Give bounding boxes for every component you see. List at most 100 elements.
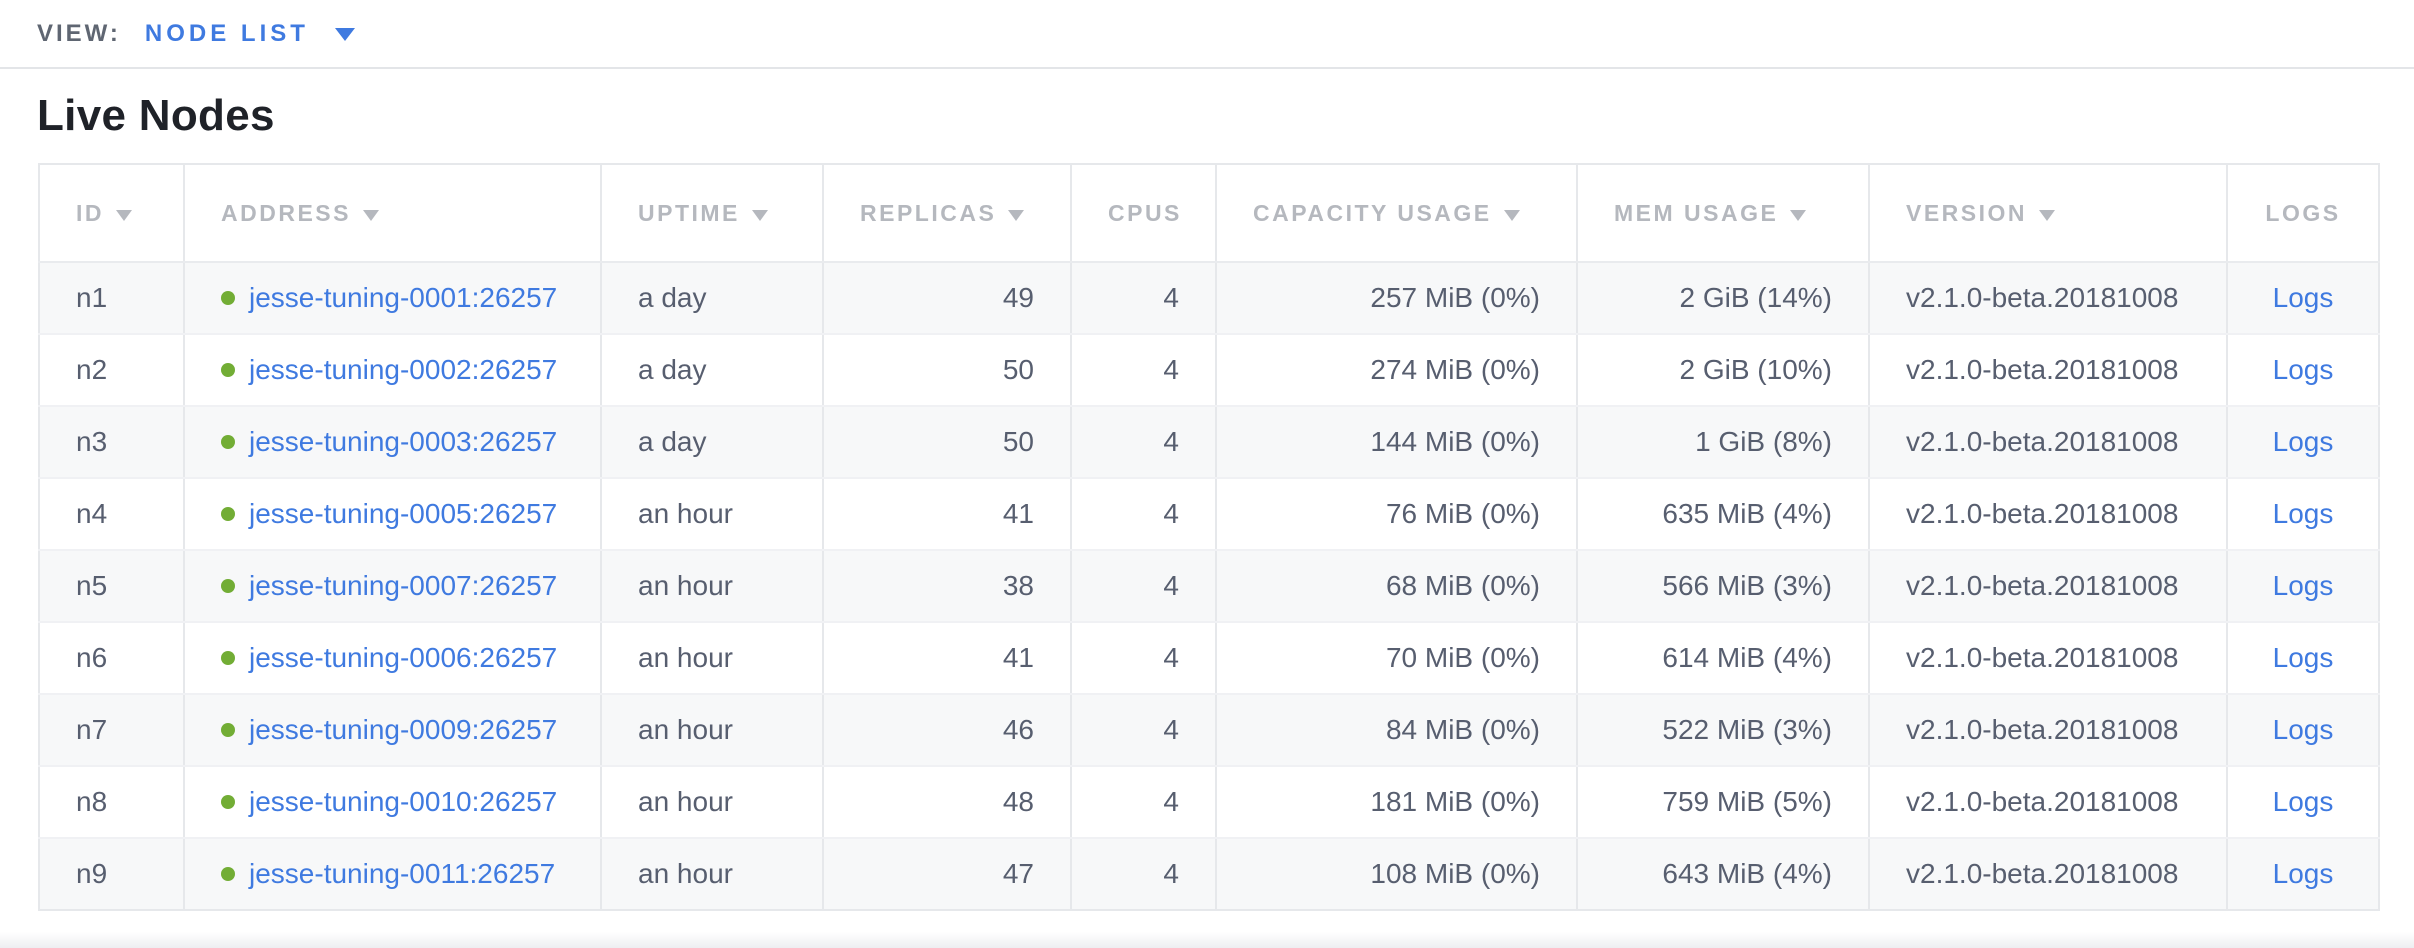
view-selected-value: NODE LIST: [145, 20, 309, 48]
cell-cpus: 4: [1071, 550, 1216, 622]
sort-desc-icon: [1790, 210, 1806, 221]
cell-address: jesse-tuning-0011:26257: [184, 838, 601, 910]
node-address-link[interactable]: jesse-tuning-0010:26257: [249, 786, 557, 817]
cell-mem: 1 GiB (8%): [1577, 406, 1869, 478]
logs-link[interactable]: Logs: [2273, 570, 2334, 601]
cell-uptime: a day: [601, 262, 823, 334]
cell-replicas: 41: [823, 622, 1071, 694]
node-address-link[interactable]: jesse-tuning-0011:26257: [249, 858, 555, 889]
column-header-capacity[interactable]: CAPACITY USAGE: [1216, 164, 1577, 262]
logs-link[interactable]: Logs: [2273, 498, 2334, 529]
cell-id: n4: [39, 478, 184, 550]
cell-logs: Logs: [2227, 694, 2379, 766]
next-section-shadow: [0, 932, 2414, 948]
cell-address: jesse-tuning-0006:26257: [184, 622, 601, 694]
dropdown-caret-icon: [335, 28, 355, 41]
node-address-link[interactable]: jesse-tuning-0005:26257: [249, 498, 557, 529]
column-label: ADDRESS: [221, 200, 351, 226]
view-selector-dropdown[interactable]: NODE LIST: [145, 20, 355, 48]
node-live-status-icon: [221, 291, 235, 305]
sort-desc-icon: [752, 210, 768, 221]
cell-logs: Logs: [2227, 334, 2379, 406]
cell-capacity: 257 MiB (0%): [1216, 262, 1577, 334]
cell-version: v2.1.0-beta.20181008: [1869, 406, 2227, 478]
sort-desc-icon: [363, 210, 379, 221]
cell-mem: 2 GiB (14%): [1577, 262, 1869, 334]
node-address-link[interactable]: jesse-tuning-0002:26257: [249, 354, 557, 385]
sort-desc-icon: [116, 210, 132, 221]
column-label: VERSION: [1906, 200, 2027, 226]
cell-mem: 643 MiB (4%): [1577, 838, 1869, 910]
cell-id: n9: [39, 838, 184, 910]
column-header-version[interactable]: VERSION: [1869, 164, 2227, 262]
logs-link[interactable]: Logs: [2273, 426, 2334, 457]
view-toolbar: VIEW: NODE LIST: [0, 0, 2414, 69]
column-header-uptime[interactable]: UPTIME: [601, 164, 823, 262]
table-row: n4jesse-tuning-0005:26257an hour41476 Mi…: [39, 478, 2379, 550]
cell-version: v2.1.0-beta.20181008: [1869, 838, 2227, 910]
logs-link[interactable]: Logs: [2273, 282, 2334, 313]
sort-desc-icon: [1008, 210, 1024, 221]
column-header-mem[interactable]: MEM USAGE: [1577, 164, 1869, 262]
logs-link[interactable]: Logs: [2273, 714, 2334, 745]
cell-mem: 635 MiB (4%): [1577, 478, 1869, 550]
column-header-address[interactable]: ADDRESS: [184, 164, 601, 262]
cell-uptime: a day: [601, 334, 823, 406]
logs-link[interactable]: Logs: [2273, 354, 2334, 385]
node-live-status-icon: [221, 651, 235, 665]
cell-logs: Logs: [2227, 478, 2379, 550]
cell-id: n5: [39, 550, 184, 622]
cell-logs: Logs: [2227, 838, 2379, 910]
live-nodes-table-container: IDADDRESSUPTIMEREPLICASCPUSCAPACITY USAG…: [38, 163, 2378, 911]
cell-address: jesse-tuning-0001:26257: [184, 262, 601, 334]
cell-logs: Logs: [2227, 550, 2379, 622]
table-row: n6jesse-tuning-0006:26257an hour41470 Mi…: [39, 622, 2379, 694]
cell-id: n8: [39, 766, 184, 838]
column-label: CAPACITY USAGE: [1253, 200, 1492, 226]
node-address-link[interactable]: jesse-tuning-0009:26257: [249, 714, 557, 745]
cell-uptime: a day: [601, 406, 823, 478]
logs-link[interactable]: Logs: [2273, 858, 2334, 889]
cell-cpus: 4: [1071, 622, 1216, 694]
cell-cpus: 4: [1071, 262, 1216, 334]
node-live-status-icon: [221, 867, 235, 881]
cell-address: jesse-tuning-0003:26257: [184, 406, 601, 478]
node-address-link[interactable]: jesse-tuning-0003:26257: [249, 426, 557, 457]
column-header-replicas[interactable]: REPLICAS: [823, 164, 1071, 262]
cell-uptime: an hour: [601, 478, 823, 550]
cell-version: v2.1.0-beta.20181008: [1869, 694, 2227, 766]
cell-replicas: 50: [823, 406, 1071, 478]
cell-id: n7: [39, 694, 184, 766]
table-row: n9jesse-tuning-0011:26257an hour474108 M…: [39, 838, 2379, 910]
table-row: n8jesse-tuning-0010:26257an hour484181 M…: [39, 766, 2379, 838]
cell-replicas: 46: [823, 694, 1071, 766]
node-address-link[interactable]: jesse-tuning-0006:26257: [249, 642, 557, 673]
cell-mem: 614 MiB (4%): [1577, 622, 1869, 694]
cell-uptime: an hour: [601, 550, 823, 622]
cell-version: v2.1.0-beta.20181008: [1869, 262, 2227, 334]
table-row: n3jesse-tuning-0003:26257a day504144 MiB…: [39, 406, 2379, 478]
cell-address: jesse-tuning-0005:26257: [184, 478, 601, 550]
node-live-status-icon: [221, 723, 235, 737]
node-address-link[interactable]: jesse-tuning-0001:26257: [249, 282, 557, 313]
node-live-status-icon: [221, 579, 235, 593]
cell-address: jesse-tuning-0010:26257: [184, 766, 601, 838]
column-header-id[interactable]: ID: [39, 164, 184, 262]
node-live-status-icon: [221, 795, 235, 809]
cell-logs: Logs: [2227, 406, 2379, 478]
logs-link[interactable]: Logs: [2273, 786, 2334, 817]
logs-link[interactable]: Logs: [2273, 642, 2334, 673]
cell-address: jesse-tuning-0009:26257: [184, 694, 601, 766]
section-title: Live Nodes: [37, 91, 2414, 141]
cell-capacity: 68 MiB (0%): [1216, 550, 1577, 622]
cell-version: v2.1.0-beta.20181008: [1869, 334, 2227, 406]
cell-version: v2.1.0-beta.20181008: [1869, 766, 2227, 838]
cell-logs: Logs: [2227, 766, 2379, 838]
column-label: UPTIME: [638, 200, 740, 226]
cell-address: jesse-tuning-0002:26257: [184, 334, 601, 406]
cell-id: n3: [39, 406, 184, 478]
node-live-status-icon: [221, 435, 235, 449]
cell-uptime: an hour: [601, 838, 823, 910]
cell-cpus: 4: [1071, 478, 1216, 550]
node-address-link[interactable]: jesse-tuning-0007:26257: [249, 570, 557, 601]
